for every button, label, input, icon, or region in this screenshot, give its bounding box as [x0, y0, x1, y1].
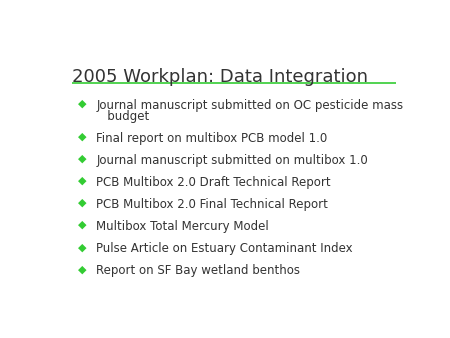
Text: ◆: ◆: [78, 264, 87, 274]
Text: 2005 Workplan: Data Integration: 2005 Workplan: Data Integration: [72, 68, 368, 86]
Text: ◆: ◆: [78, 176, 87, 186]
Text: ◆: ◆: [78, 220, 87, 230]
Text: ◆: ◆: [78, 132, 87, 142]
Text: budget: budget: [96, 110, 149, 123]
Text: Multibox Total Mercury Model: Multibox Total Mercury Model: [96, 220, 269, 233]
Text: PCB Multibox 2.0 Draft Technical Report: PCB Multibox 2.0 Draft Technical Report: [96, 176, 331, 189]
Text: Pulse Article on Estuary Contaminant Index: Pulse Article on Estuary Contaminant Ind…: [96, 242, 353, 255]
Text: ◆: ◆: [78, 242, 87, 252]
Text: PCB Multibox 2.0 Final Technical Report: PCB Multibox 2.0 Final Technical Report: [96, 198, 328, 211]
Text: Report on SF Bay wetland benthos: Report on SF Bay wetland benthos: [96, 264, 300, 277]
Text: Journal manuscript submitted on multibox 1.0: Journal manuscript submitted on multibox…: [96, 154, 368, 167]
Text: Final report on multibox PCB model 1.0: Final report on multibox PCB model 1.0: [96, 132, 328, 145]
Text: Journal manuscript submitted on OC pesticide mass: Journal manuscript submitted on OC pesti…: [96, 99, 404, 112]
Text: ◆: ◆: [78, 198, 87, 208]
Text: ◆: ◆: [78, 99, 87, 109]
Text: ◆: ◆: [78, 154, 87, 164]
